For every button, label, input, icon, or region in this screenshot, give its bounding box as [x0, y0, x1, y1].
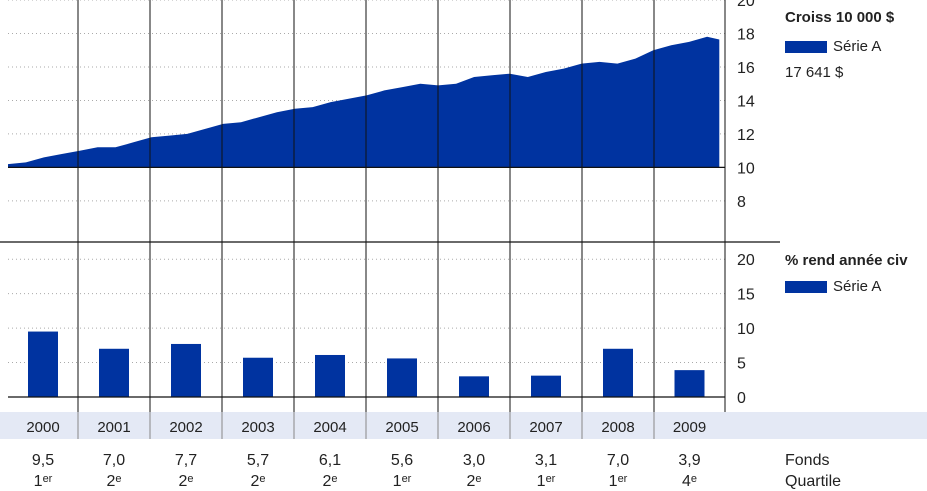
returns-tick-label: 0 — [737, 390, 746, 407]
fund-value-cell: 5,7 — [246, 452, 270, 469]
quartile-cell: 4e — [681, 473, 698, 490]
return-bar — [674, 370, 705, 397]
growth-tick-label: 18 — [737, 26, 755, 43]
quartile-cell: 1er — [33, 473, 53, 490]
year-label: 2007 — [529, 419, 562, 436]
fund-row-label: Fonds — [785, 452, 830, 469]
growth-chart-title: Croiss 10 000 $ — [785, 9, 895, 26]
returns-legend-swatch — [785, 281, 827, 293]
returns-tick-label: 5 — [737, 356, 746, 373]
year-label: 2002 — [169, 419, 202, 436]
return-bar — [603, 348, 633, 397]
fund-value-cell: 3,0 — [462, 452, 486, 469]
returns-tick-label: 20 — [737, 252, 755, 269]
growth-tick-label: 16 — [737, 60, 755, 77]
growth-tick-label: 10 — [737, 160, 755, 177]
fund-value-cell: 3,9 — [678, 452, 701, 469]
return-bar — [28, 331, 58, 397]
year-label: 2005 — [385, 419, 418, 436]
year-label: 2000 — [26, 419, 59, 436]
fund-value-cell: 3,1 — [534, 452, 558, 469]
quartile-cell: 2e — [250, 473, 266, 490]
return-bar — [99, 348, 129, 397]
year-label: 2008 — [601, 419, 634, 436]
year-label: 2003 — [241, 419, 274, 436]
returns-tick-label: 15 — [737, 287, 755, 304]
growth-tick-label: 20 — [737, 0, 755, 10]
returns-tick-label: 10 — [737, 321, 755, 338]
quartile-cell: 1er — [536, 473, 556, 490]
quartile-cell: 1er — [392, 473, 412, 490]
return-bar — [243, 357, 273, 397]
fund-value-cell: 5,6 — [390, 452, 414, 469]
year-band — [0, 412, 927, 439]
year-label: 2009 — [673, 419, 706, 436]
returns-chart-title: % rend année civ — [785, 252, 908, 269]
fund-value-cell: 7,0 — [102, 452, 126, 469]
quartile-cell: 2e — [322, 473, 338, 490]
fund-value-cell: 9,5 — [31, 452, 55, 469]
quartile-cell: 2e — [466, 473, 482, 490]
return-bar — [531, 375, 561, 397]
return-bar — [387, 358, 417, 397]
growth-tick-label: 8 — [737, 194, 746, 211]
year-label: 2004 — [313, 419, 346, 436]
growth-legend-swatch — [785, 41, 827, 53]
return-bar — [459, 376, 489, 397]
growth-area-series — [8, 36, 720, 168]
quartile-cell: 1er — [608, 473, 628, 490]
year-label: 2001 — [97, 419, 130, 436]
fund-value-cell: 6,1 — [318, 452, 342, 469]
growth-legend-label: Série A — [833, 38, 882, 55]
year-label: 2006 — [457, 419, 490, 436]
fund-value-cell: 7,7 — [174, 452, 198, 469]
return-bar — [315, 354, 345, 397]
quartile-cell: 2e — [106, 473, 122, 490]
quartile-cell: 2e — [178, 473, 194, 490]
growth-end-value: 17 641 $ — [785, 64, 844, 81]
growth-tick-label: 14 — [737, 93, 755, 110]
return-bar — [171, 343, 201, 397]
growth-tick-label: 12 — [737, 127, 755, 144]
quartile-row-label: Quartile — [785, 473, 842, 490]
fund-value-cell: 7,0 — [606, 452, 630, 469]
returns-legend-label: Série A — [833, 278, 882, 295]
